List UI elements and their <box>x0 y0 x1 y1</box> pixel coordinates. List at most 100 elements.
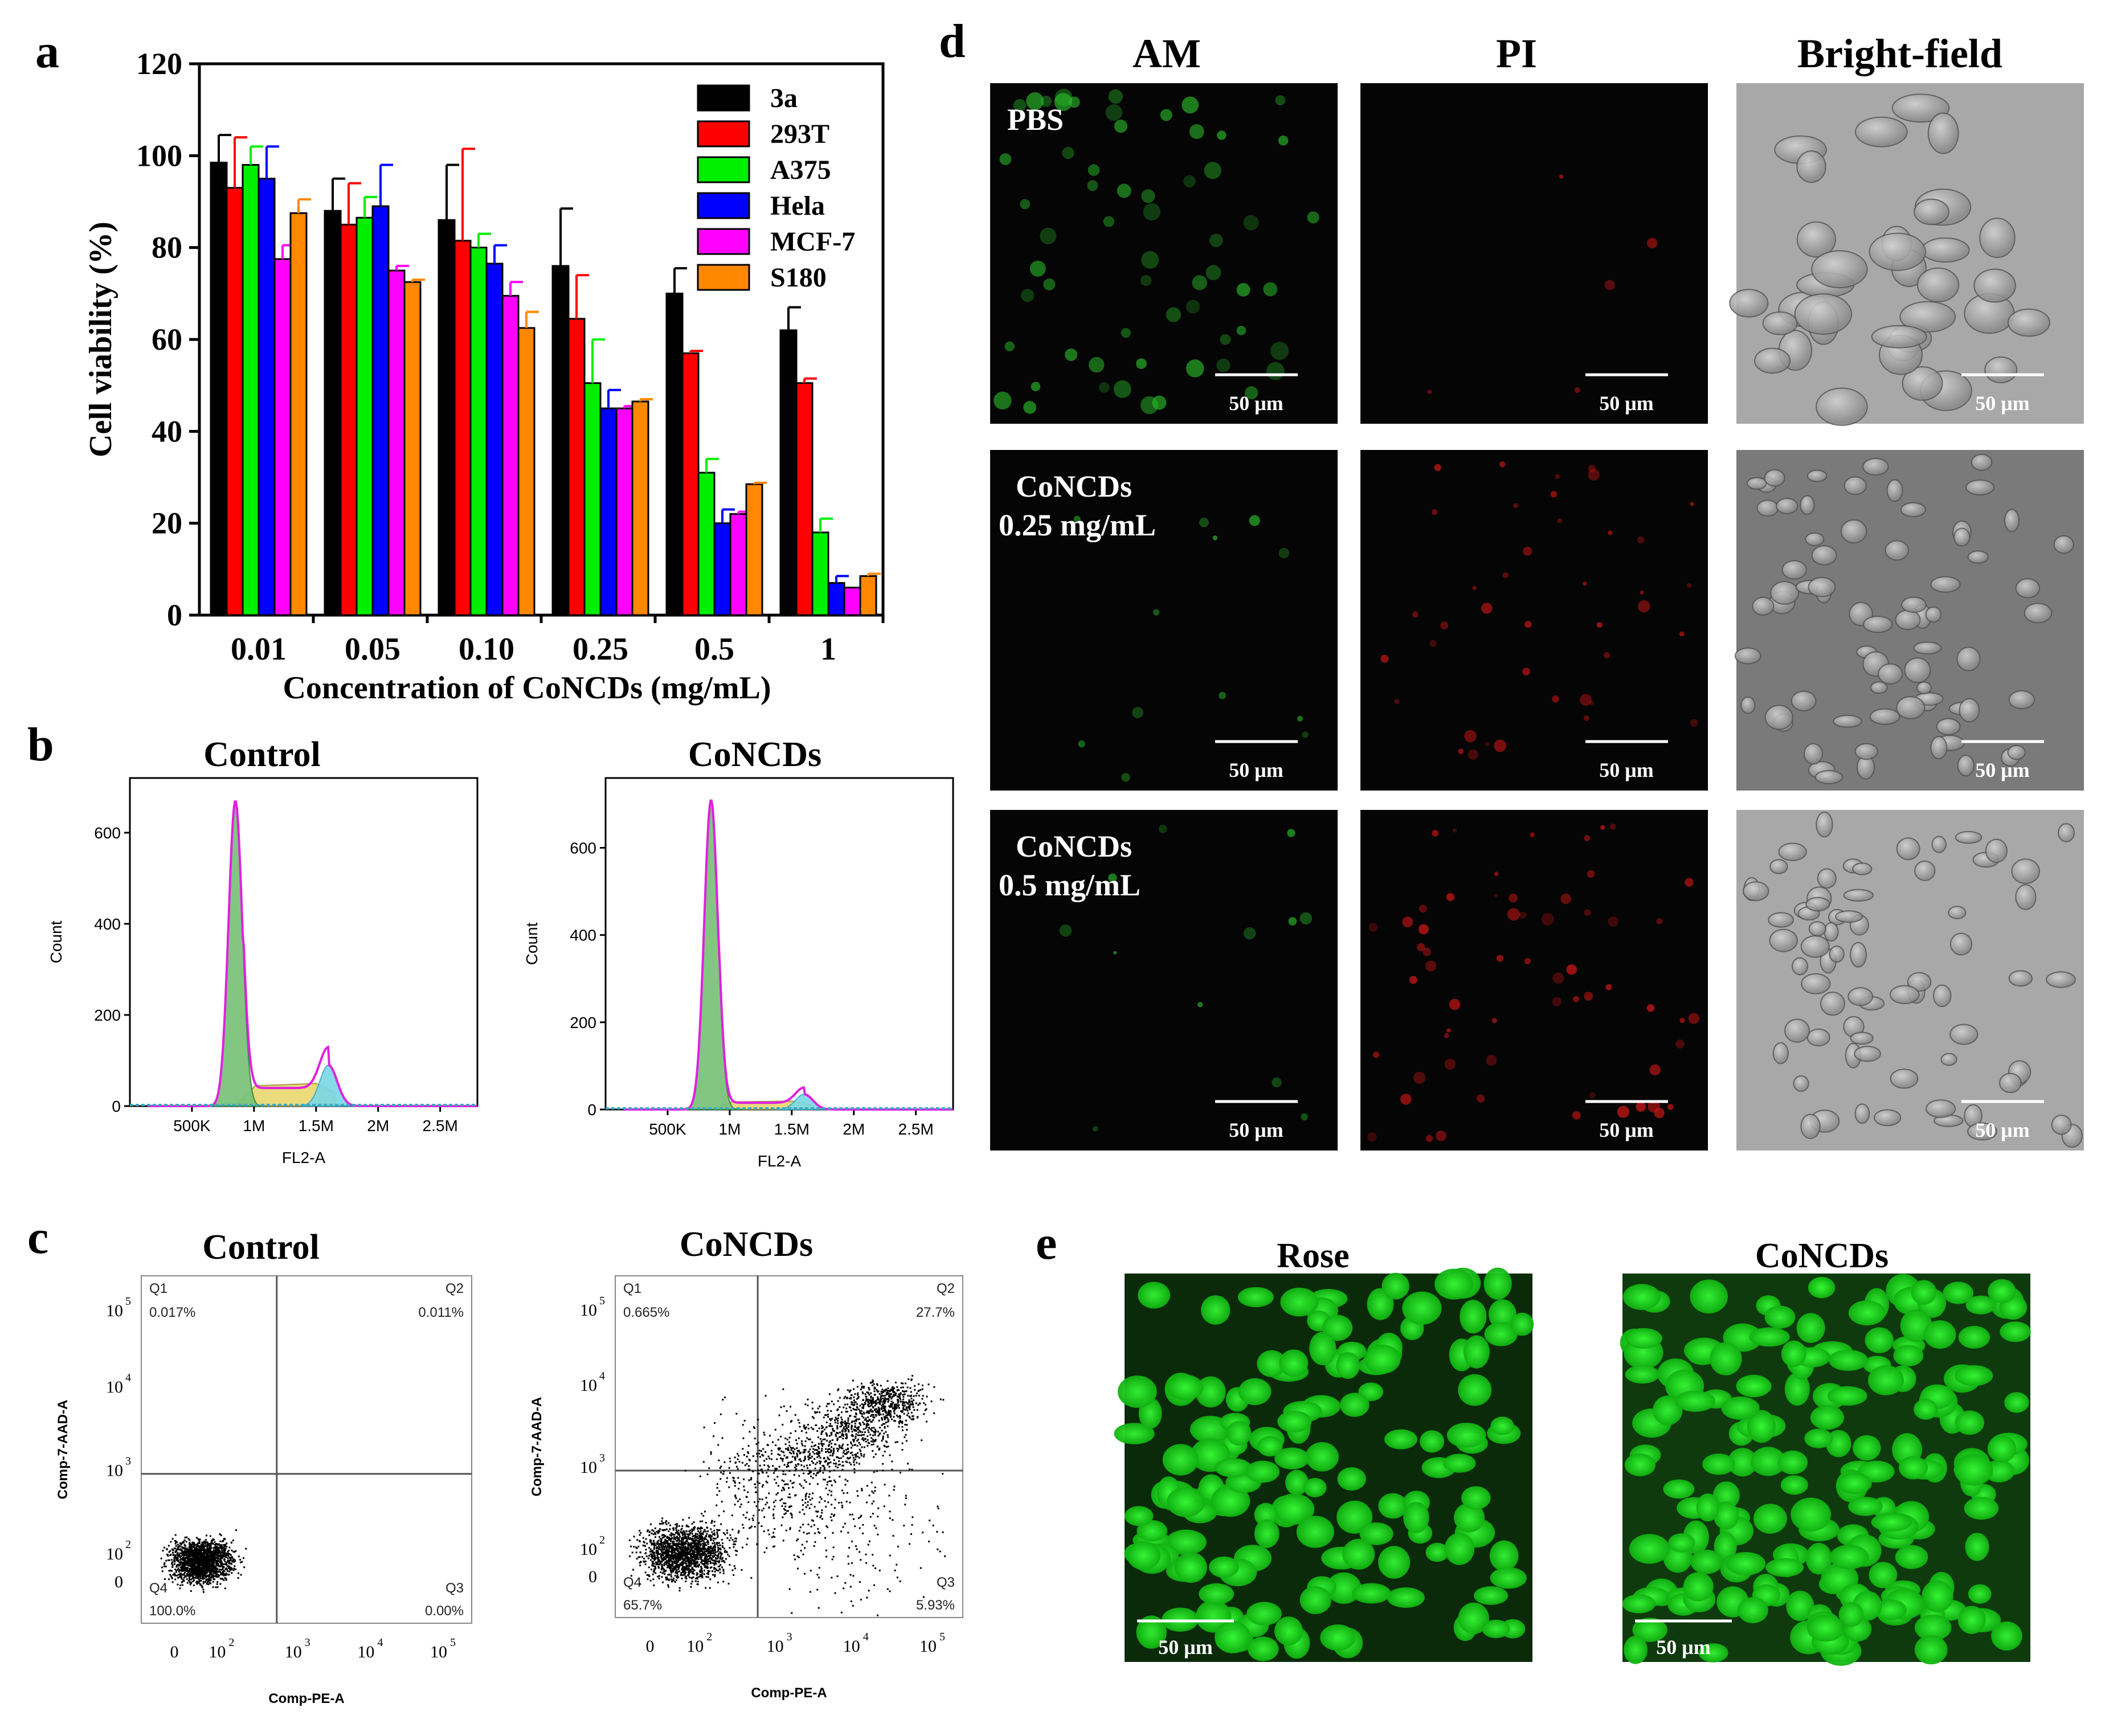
scatter-point <box>784 1443 787 1446</box>
bar <box>438 219 456 616</box>
scatter-point <box>202 1591 205 1593</box>
scatter-point <box>694 1563 697 1565</box>
scatter-point <box>712 1533 714 1536</box>
scatter-point <box>899 1417 901 1419</box>
scatter-point <box>768 1492 770 1495</box>
scatter-point <box>205 1575 207 1578</box>
scatter-point <box>701 1536 704 1538</box>
scatter-point <box>700 1566 702 1568</box>
scatter-point <box>712 1556 714 1558</box>
scatter-point <box>209 1545 211 1547</box>
scatter-point <box>179 1566 182 1569</box>
scatter-point <box>876 1383 878 1385</box>
scatter-point <box>180 1549 182 1551</box>
scatter-point <box>168 1578 170 1581</box>
scatter-point <box>649 1550 652 1553</box>
scatter-point <box>912 1404 914 1406</box>
scatter-point <box>726 1537 729 1540</box>
scatter-point <box>918 1394 920 1397</box>
scatter-point <box>853 1428 855 1431</box>
scatter-point <box>742 1448 744 1450</box>
scatter-point <box>658 1575 660 1577</box>
scatter-point <box>170 1569 171 1571</box>
scatter-point <box>887 1401 889 1403</box>
scatter-point <box>846 1451 848 1454</box>
scatter-point <box>701 1513 703 1515</box>
scatter-point <box>660 1538 663 1541</box>
scatter-point <box>679 1562 681 1565</box>
scatter-point <box>855 1433 857 1435</box>
scatter-point <box>663 1529 665 1531</box>
legend-label: A375 <box>770 155 831 185</box>
scatter-point <box>688 1538 690 1540</box>
scatter-point <box>871 1491 873 1493</box>
scatter-point <box>655 1567 657 1570</box>
x-tick-label: 1M <box>243 1117 265 1135</box>
scatter-point <box>848 1423 851 1425</box>
scatter-point <box>689 1537 692 1540</box>
scatter-point <box>184 1537 186 1539</box>
x-tick-label: 1 <box>820 632 836 667</box>
scatter-point <box>882 1437 884 1439</box>
scatter-point <box>870 1421 872 1423</box>
quadrant-value: 0.017% <box>149 1305 195 1320</box>
scatter-point <box>659 1563 661 1565</box>
scatter-point <box>714 1545 716 1547</box>
bar <box>469 247 488 616</box>
scatter-point <box>712 1542 714 1545</box>
scatter-point <box>649 1559 652 1561</box>
scatter-point <box>711 1531 713 1533</box>
scatter-point <box>186 1547 188 1550</box>
scatter-point <box>687 1536 689 1538</box>
scatter-point <box>215 1586 217 1588</box>
scatter-point <box>202 1588 205 1591</box>
scatter-point <box>791 1482 794 1484</box>
scatter-point <box>905 1434 907 1436</box>
scatter-point <box>781 1479 783 1481</box>
scatter-point <box>842 1421 844 1423</box>
scatter-point <box>812 1428 815 1430</box>
scatter-point <box>882 1435 884 1438</box>
scatter-point <box>863 1412 865 1415</box>
scatter-point <box>742 1424 744 1426</box>
scatter-point <box>167 1545 170 1547</box>
scatter-point <box>758 1509 761 1511</box>
scatter-point <box>186 1578 188 1581</box>
scatter-point <box>717 1556 719 1558</box>
scatter-point <box>179 1562 181 1564</box>
scatter-point <box>904 1402 906 1404</box>
scatter-point <box>698 1535 700 1537</box>
scatter-point <box>218 1551 220 1553</box>
bar <box>713 522 731 616</box>
scatter-point <box>179 1557 181 1559</box>
scatter-point <box>203 1560 205 1562</box>
scatter-point <box>669 1561 671 1563</box>
scatter-point <box>706 1565 709 1567</box>
scatter-point <box>750 1479 752 1481</box>
scatter-point <box>734 1456 736 1459</box>
scatter-point <box>662 1581 664 1583</box>
scatter-point <box>206 1564 209 1566</box>
quadrant-name: Q1 <box>623 1281 641 1296</box>
scatter-point <box>179 1587 181 1590</box>
scatter-point <box>670 1534 672 1537</box>
bar <box>355 216 374 616</box>
scatter-point <box>692 1536 694 1538</box>
scatter-point <box>667 1546 669 1548</box>
scatter-point <box>811 1519 814 1521</box>
scatter-point <box>861 1438 864 1440</box>
scatter-point <box>709 1587 711 1589</box>
scatter-point <box>166 1548 168 1550</box>
scatter-point <box>640 1532 642 1534</box>
scatter-point <box>197 1545 199 1547</box>
scatter-point <box>784 1512 787 1514</box>
scatter-point <box>661 1565 663 1567</box>
scatter-point <box>215 1566 217 1568</box>
scatter-point <box>841 1506 844 1509</box>
scatter-point <box>849 1441 852 1443</box>
scatter-point <box>706 1573 708 1575</box>
scatter-point <box>183 1555 185 1557</box>
scatter-point <box>215 1554 218 1556</box>
scatter-point <box>651 1532 653 1534</box>
scatter-point <box>689 1559 691 1562</box>
